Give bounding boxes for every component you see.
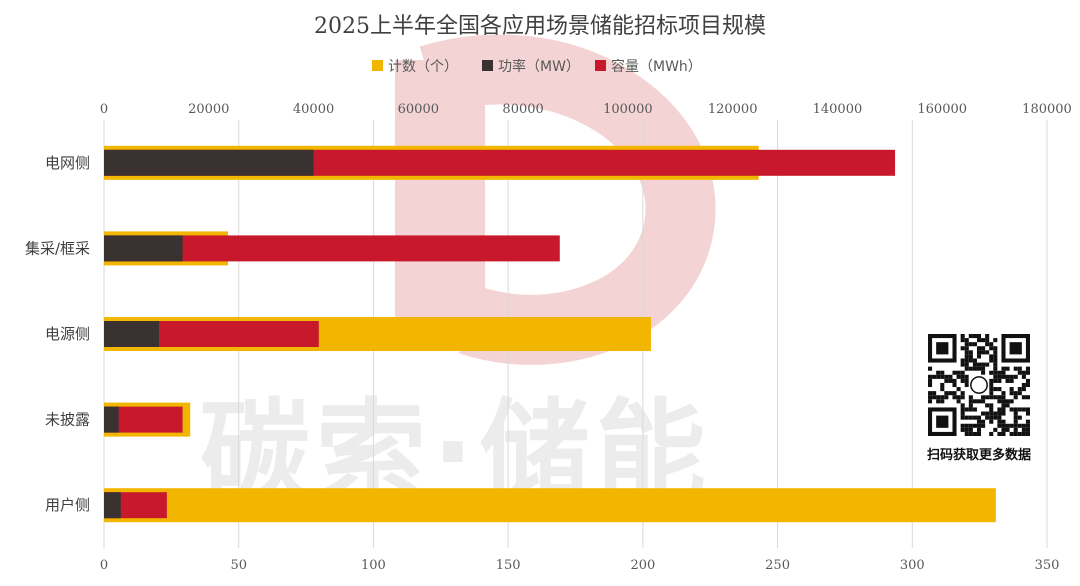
top-tick-label: 60000 [398, 102, 439, 117]
legend: 计数（个） 功率（MW） 容量（MWh） [372, 58, 702, 75]
top-tick-label: 80000 [502, 102, 543, 117]
bottom-tick-label: 250 [765, 558, 790, 573]
bar-count [104, 488, 996, 523]
qr-modules [928, 334, 1030, 436]
bottom-tick-label: 50 [230, 558, 247, 573]
category-label: 集采/框采 [25, 239, 90, 257]
category-label: 用户侧 [45, 496, 90, 514]
legend-label: 计数（个） [388, 59, 458, 75]
chart-title: 2025上半年全国各应用场景储能招标项目规模 [314, 14, 766, 39]
category-label: 电网侧 [45, 154, 90, 172]
bottom-tick-label: 350 [1035, 558, 1060, 573]
legend-swatch [482, 60, 493, 71]
watermark-logo [395, 34, 716, 365]
bottom-axis: 0 50 100 150 200 250 300 350 [100, 558, 1060, 573]
bottom-tick-label: 200 [630, 558, 655, 573]
top-tick-label: 160000 [917, 102, 967, 117]
top-tick-label: 40000 [293, 102, 334, 117]
top-tick-label: 140000 [813, 102, 863, 117]
bars [104, 145, 996, 523]
bar-power [104, 149, 314, 176]
top-tick-label: 180000 [1022, 102, 1072, 117]
qr-caption: 扫码获取更多数据 [927, 447, 1031, 463]
legend-label: 容量（MWh） [611, 58, 702, 75]
watermark: 碳索·储能 [200, 34, 716, 516]
bottom-tick-label: 100 [361, 558, 386, 573]
top-axis: 0 20000 40000 60000 80000 100000 120000 140000 1… [100, 102, 1072, 117]
bottom-tick-label: 150 [496, 558, 521, 573]
bottom-tick-label: 300 [900, 558, 925, 573]
bar-power [104, 406, 119, 433]
bottom-tick-label: 0 [100, 558, 108, 573]
legend-swatch [595, 60, 606, 71]
bar-power [104, 492, 121, 519]
legend-swatch [372, 60, 383, 71]
top-tick-label: 120000 [708, 102, 758, 117]
legend-label: 功率（MW） [498, 58, 580, 75]
bar-power [104, 321, 160, 347]
qr-code: 扫码获取更多数据 [924, 330, 1034, 463]
category-label: 电源侧 [45, 325, 90, 343]
wechat-icon [970, 376, 988, 394]
category-label: 未披露 [45, 411, 90, 429]
top-tick-label: 20000 [188, 102, 229, 117]
top-tick-label: 100000 [603, 102, 653, 117]
top-tick-label: 0 [100, 102, 108, 117]
bar-power [104, 235, 183, 262]
